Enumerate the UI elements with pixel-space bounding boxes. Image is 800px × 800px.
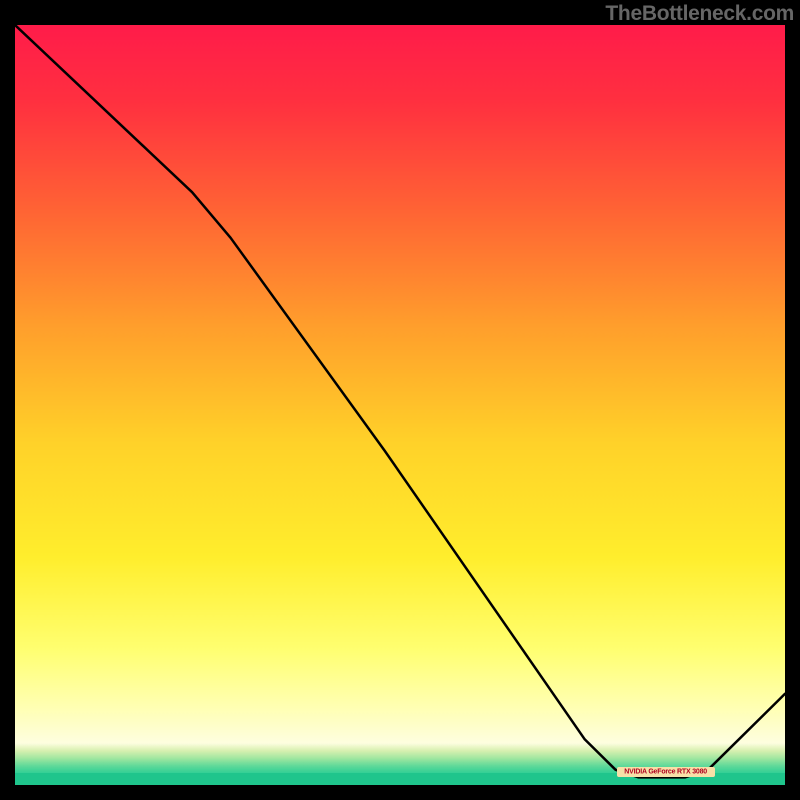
watermark-text: TheBottleneck.com — [605, 2, 794, 25]
plot-area: NVIDIA GeForce RTX 3080 — [15, 25, 785, 785]
line-curve — [15, 25, 785, 785]
annotation-label: NVIDIA GeForce RTX 3080 — [624, 769, 707, 776]
watermark: TheBottleneck.com — [605, 2, 794, 26]
chart-root: TheBottleneck.com NVIDIA GeForce RTX 308… — [0, 0, 800, 800]
annotation-text: NVIDIA GeForce RTX 3080 — [624, 769, 707, 776]
